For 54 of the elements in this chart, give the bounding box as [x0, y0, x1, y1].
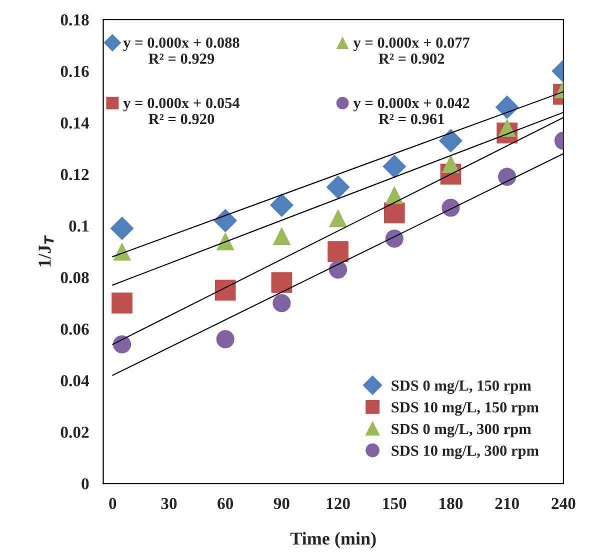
x-tick-label: 30	[161, 498, 177, 510]
point	[442, 154, 460, 173]
y-tick-label: 0.04	[60, 375, 90, 386]
annotation: y = 0.000x + 0.054 R² = 0.920	[123, 98, 240, 124]
point	[326, 175, 350, 199]
y-tick-label: 0.14	[60, 117, 90, 129]
y-tick-label: 0.18	[60, 14, 89, 26]
x-tick-label: 60	[218, 498, 234, 510]
point	[110, 216, 134, 240]
point	[384, 202, 405, 224]
point	[216, 330, 234, 348]
point	[329, 260, 348, 279]
point	[113, 335, 132, 354]
annotation: y = 0.000x + 0.042 R² = 0.961	[353, 98, 470, 124]
y-tick-label: 0	[82, 478, 89, 490]
point	[329, 209, 348, 228]
point	[498, 168, 516, 186]
y-tick-label: 0.02	[60, 426, 89, 438]
point	[438, 128, 463, 152]
x-axis-title: Time (min)	[290, 532, 376, 548]
x-tick-label: 240	[552, 498, 576, 510]
legend-label: SDS 10 mg/L, 150 rpm	[392, 402, 539, 416]
point	[382, 154, 406, 178]
point	[442, 198, 460, 217]
point	[272, 294, 291, 312]
y-tick-label: 0.06	[60, 324, 89, 335]
y-tick-label: 0.1	[69, 220, 88, 232]
y-tick-label: 0.08	[60, 272, 89, 284]
y-tick-label: 0.16	[60, 66, 89, 78]
x-tick-label: 120	[326, 498, 350, 510]
point	[495, 95, 519, 119]
x-tick-label: 90	[274, 498, 290, 510]
x-tick-label: 150	[383, 498, 406, 510]
x-tick-label: 0	[109, 498, 116, 510]
point	[270, 193, 294, 217]
point	[216, 232, 234, 250]
x-tick-label: 210	[495, 498, 519, 510]
point	[113, 242, 132, 261]
point	[385, 186, 404, 204]
annotation: y = 0.000x + 0.077 R² = 0.902	[353, 38, 470, 64]
point	[112, 292, 132, 314]
point	[271, 272, 292, 293]
point	[214, 280, 236, 301]
annotation: y = 0.000x + 0.088 R² = 0.929	[123, 38, 240, 64]
point	[328, 241, 348, 262]
y-axis-title: 1/J$_{T}$	[38, 235, 54, 266]
legend-label: SDS 0 mg/L, 150 rpm	[392, 380, 532, 394]
point	[214, 208, 238, 232]
point	[272, 227, 291, 246]
point	[385, 230, 404, 248]
x-tick-label: 180	[440, 498, 463, 510]
legend-label: SDS 0 mg/L, 300 rpm	[392, 424, 532, 438]
legend-label: SDS 10 mg/L, 300 rpm	[392, 446, 539, 460]
y-tick-label: 0.12	[60, 168, 89, 180]
